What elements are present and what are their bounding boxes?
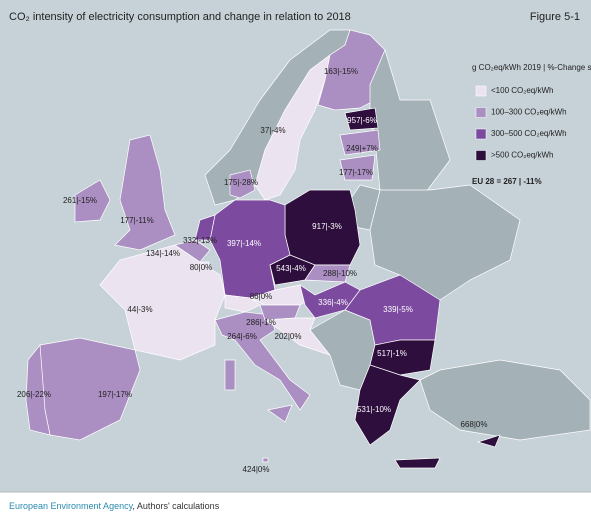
legend-swatch (475, 107, 487, 118)
value-label: 339|-5% (383, 305, 413, 314)
turkey (419, 359, 591, 441)
value-labels: 163|-15% 37|-4% 957|-6% 249|+7% 177|-17% 175|… (17, 67, 488, 474)
value-label: 249|+7% (346, 144, 378, 153)
value-label: 197|-17% (98, 390, 132, 399)
value-label: 288|-10% (323, 269, 357, 278)
value-label: 206|-22% (17, 390, 51, 399)
france (99, 244, 226, 361)
eu-note: EU 28 = 267 | -11% (472, 177, 542, 186)
cyprus (476, 434, 501, 448)
sardinia (224, 359, 236, 391)
legend-title: g CO₂eq/kWh 2019 | %-Change since 2018 (472, 63, 591, 72)
netherlands (194, 214, 216, 241)
malta (262, 457, 269, 463)
ukraine (369, 184, 521, 301)
legend: <100 CO₂eq/kWh 100–300 CO₂eq/kWh 300–500 C… (475, 85, 567, 161)
legend-swatch (475, 85, 487, 97)
greece (354, 364, 421, 446)
united-kingdom (114, 134, 176, 251)
value-label: 177|-17% (339, 168, 373, 177)
portugal (25, 344, 51, 436)
legend-swatch (475, 150, 487, 161)
figure-number: Figure 5-1 (530, 11, 580, 23)
legend-label: 100–300 CO₂eq/kWh (491, 108, 567, 117)
legend-swatch (475, 128, 487, 140)
sicily (267, 404, 293, 423)
value-label: 134|-14% (146, 249, 180, 258)
lithuania (339, 154, 376, 181)
value-label: 957|-6% (347, 116, 377, 125)
value-label: 264|-6% (227, 332, 257, 341)
value-label: 86|0% (250, 292, 273, 301)
switzerland (224, 294, 261, 313)
value-label: 80|0% (190, 263, 213, 272)
value-label: 286|-1% (246, 318, 276, 327)
value-label: 917|-3% (312, 222, 342, 231)
value-label: 543|-4% (276, 264, 306, 273)
value-label: 177|-11% (120, 216, 154, 225)
crete (394, 457, 441, 469)
latvia (339, 129, 381, 156)
legend-label: >500 CO₂eq/kWh (491, 151, 553, 160)
value-label: 44|-3% (127, 305, 152, 314)
title: CO₂ intensity of electricity consumption… (9, 11, 351, 23)
countries (25, 29, 591, 469)
legend-label: 300–500 CO₂eq/kWh (491, 129, 567, 138)
value-label: 261|-15% (63, 196, 97, 205)
value-label: 531|-10% (357, 405, 391, 414)
value-label: 175|-28% (224, 178, 258, 187)
value-label: 424|0% (243, 465, 270, 474)
title-bar (0, 0, 591, 32)
denmark (229, 169, 256, 199)
sweden (254, 54, 331, 201)
value-label: 517|-1% (377, 349, 407, 358)
value-label: 668|0% (461, 420, 488, 429)
value-label: 37|-4% (260, 126, 285, 135)
value-label: 397|-14% (227, 239, 261, 248)
value-label: 332|-13% (183, 236, 217, 245)
legend-label: <100 CO₂eq/kWh (491, 86, 553, 95)
source: European Environment Agency (9, 501, 134, 511)
value-label: 336|-4% (318, 298, 348, 307)
source-note: , Authors' calculations (132, 501, 219, 511)
value-label: 202|0% (275, 332, 302, 341)
footer (0, 492, 591, 523)
estonia (344, 107, 379, 131)
footer-text: European Environment Agency, Authors' ca… (9, 501, 220, 511)
value-label: 163|-15% (324, 67, 358, 76)
slovakia (304, 264, 351, 283)
ireland (74, 179, 111, 223)
